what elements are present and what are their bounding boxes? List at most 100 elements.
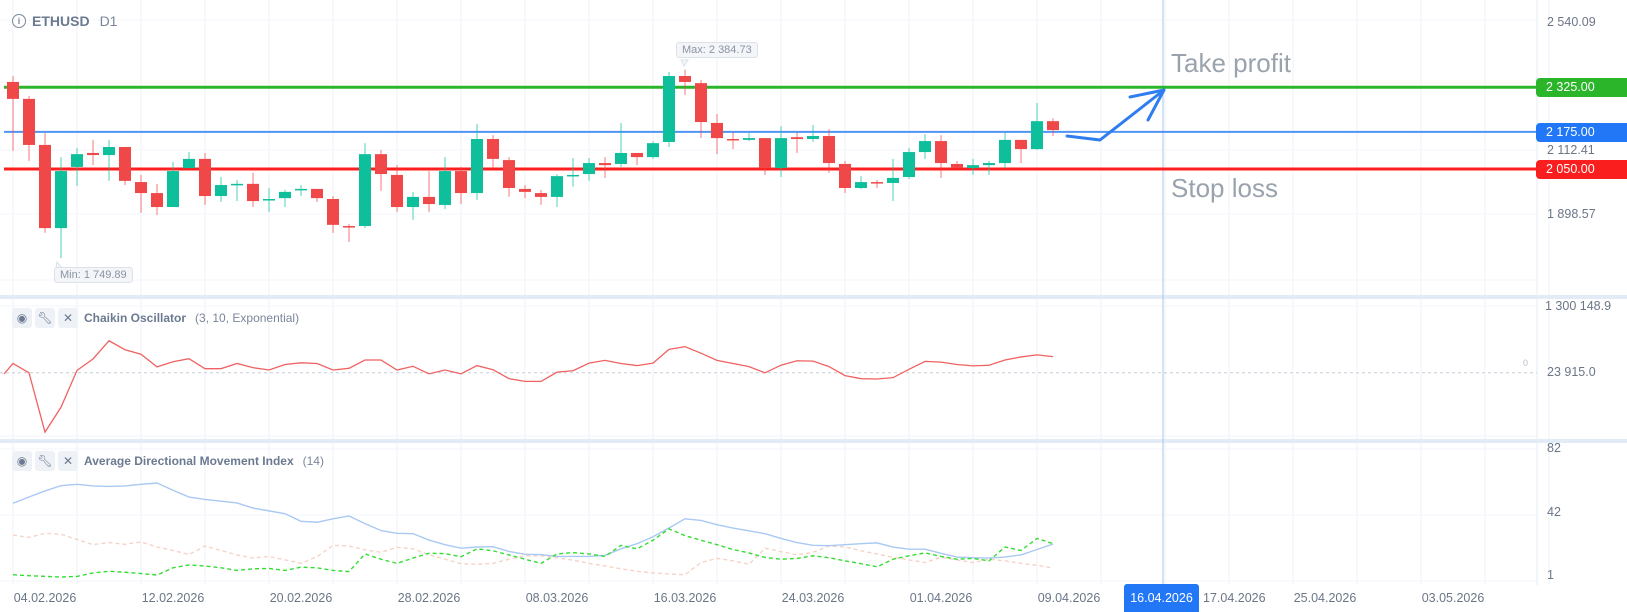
stop-loss-price-box[interactable]: 2 050.00 — [1536, 160, 1627, 179]
adx-params: (14) — [302, 454, 324, 468]
candle-body — [743, 138, 755, 140]
candle-body — [871, 182, 883, 184]
grid — [0, 0, 1550, 585]
candle-body — [231, 183, 243, 186]
candle-body — [663, 76, 675, 142]
date-tick-label: 09.04.2026 — [1037, 591, 1101, 605]
candle-bearish — [455, 166, 467, 205]
date-tick-label: 01.04.2026 — [909, 591, 973, 605]
candle-bullish — [567, 158, 579, 187]
candle-body — [311, 188, 323, 199]
candle-body — [423, 196, 435, 205]
candle-bullish — [807, 125, 819, 142]
candle-body — [279, 191, 291, 199]
take-profit-price-box[interactable]: 2 325.00 — [1536, 78, 1627, 97]
eye-icon[interactable]: ◉ — [12, 451, 32, 471]
candle-body — [215, 185, 227, 197]
candle-bullish — [887, 158, 899, 202]
candle-body — [87, 152, 99, 156]
candle-body — [983, 163, 995, 166]
date-tick-label: 12.02.2026 — [141, 591, 205, 605]
date-tick-label: 03.05.2026 — [1421, 591, 1485, 605]
adx-axis-label: 1 — [1547, 568, 1554, 582]
trend-arrow-drawing[interactable] — [1065, 88, 1166, 142]
arrow-head-icon — [1128, 88, 1166, 122]
candle-bearish — [519, 185, 531, 199]
candle-body — [55, 171, 67, 229]
candle-body — [23, 98, 35, 145]
candle-bearish — [23, 95, 35, 161]
close-icon[interactable]: ✕ — [58, 451, 78, 471]
candle-bullish — [855, 176, 867, 189]
candle-body — [295, 188, 307, 191]
wrench-icon[interactable]: 🔧︎ — [35, 451, 55, 471]
candle-bullish — [55, 157, 67, 259]
candle-body — [567, 174, 579, 177]
candle-body — [535, 193, 547, 197]
candle-body — [647, 143, 659, 158]
candle-body — [439, 171, 451, 205]
candle-body — [551, 176, 563, 197]
date-tick-label: 25.04.2026 — [1293, 591, 1357, 605]
info-icon[interactable]: i — [12, 14, 26, 28]
chaikin-params: (3, 10, Exponential) — [195, 311, 300, 325]
candle-body — [999, 139, 1011, 164]
candle-body — [711, 122, 723, 139]
candle-body — [791, 137, 803, 139]
candle-body — [327, 199, 339, 225]
adx-plot — [12, 482, 1054, 578]
stop-loss-text[interactable]: Stop loss — [1171, 173, 1278, 203]
candle-bearish — [727, 132, 739, 150]
symbol-header: i ETHUSD D1 — [12, 13, 117, 29]
candle-bullish — [71, 147, 83, 186]
candle-bullish — [183, 152, 195, 169]
candle-bearish — [711, 114, 723, 155]
candle-body — [935, 141, 947, 164]
take-profit-text[interactable]: Take profit — [1171, 48, 1291, 78]
candle-bullish — [663, 71, 675, 148]
candle-bullish — [775, 126, 787, 178]
candle-body — [487, 138, 499, 159]
wrench-icon[interactable]: 🔧︎ — [35, 308, 55, 328]
candle-bearish — [631, 152, 643, 166]
candle-bullish — [359, 143, 371, 229]
candle-body — [167, 171, 179, 208]
eye-icon[interactable]: ◉ — [12, 308, 32, 328]
candle-body — [455, 171, 467, 194]
candle-body — [855, 182, 867, 189]
candle-bearish — [327, 196, 339, 233]
candle-bullish — [263, 188, 275, 213]
candle-bullish — [999, 132, 1011, 169]
candle-body — [807, 136, 819, 139]
candle-bullish — [295, 185, 307, 197]
timeframe[interactable]: D1 — [99, 13, 118, 29]
candle-bullish — [919, 133, 931, 159]
candle-body — [679, 76, 691, 82]
candle-body — [183, 158, 195, 169]
candle-body — [263, 199, 275, 201]
candle-bullish — [103, 139, 115, 181]
entry-price-box[interactable]: 2 175.00 — [1536, 123, 1627, 142]
pane-separator[interactable] — [0, 295, 1627, 299]
candle-bearish — [487, 135, 499, 169]
candle-body — [599, 163, 611, 166]
pane-separator[interactable] — [0, 439, 1627, 443]
candle-bullish — [439, 157, 451, 210]
candle-body — [343, 226, 355, 228]
candle-bearish — [87, 139, 99, 166]
candle-body — [103, 147, 115, 156]
close-icon[interactable]: ✕ — [58, 308, 78, 328]
candle-bullish — [231, 179, 243, 202]
candle-bearish — [951, 160, 963, 169]
candle-bearish — [423, 171, 435, 213]
candle-bullish — [983, 160, 995, 175]
date-tick-label: 28.02.2026 — [397, 591, 461, 605]
chaikin-axis-label: 1 300 148.9 — [1545, 299, 1612, 313]
candles — [7, 69, 1059, 259]
candle-bearish — [311, 188, 323, 202]
adx-line — [12, 482, 1054, 559]
arrow-shaft[interactable] — [1065, 88, 1166, 142]
candle-bearish — [503, 157, 515, 197]
chaikin-plot — [0, 339, 1537, 434]
